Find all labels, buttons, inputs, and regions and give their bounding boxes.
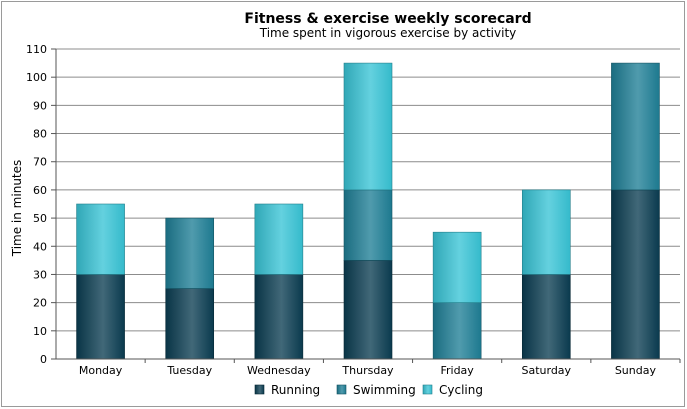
legend-swatch-running — [254, 384, 265, 395]
y-tick-labels: 0 10 20 30 40 50 60 70 80 90 100 110 — [26, 43, 56, 366]
x-tick-label: Monday — [79, 364, 123, 377]
bar-running-wednesday — [254, 274, 304, 360]
y-axis-label: Time in minutes — [10, 160, 24, 258]
bar-running-tuesday — [165, 288, 215, 360]
y-tick-label: 30 — [33, 268, 47, 281]
y-tick-label: 10 — [33, 325, 47, 338]
y-tick-label: 20 — [33, 297, 47, 310]
legend-swatch-cycling — [422, 384, 433, 395]
y-tick-label: 60 — [33, 184, 47, 197]
x-tick-label: Saturday — [521, 364, 571, 377]
y-tick-label: 100 — [26, 71, 47, 84]
x-tick-label: Tuesday — [166, 364, 212, 377]
x-tick-label: Friday — [440, 364, 474, 377]
bar-cycling-wednesday — [254, 203, 304, 275]
y-tick-label: 90 — [33, 99, 47, 112]
bar-running-saturday — [521, 274, 571, 360]
bar-running-sunday — [611, 189, 660, 360]
legend-swatch-swimming — [336, 384, 347, 395]
bar-swimming-tuesday — [165, 217, 215, 289]
y-tick-label: 50 — [33, 212, 47, 225]
x-tick-label: Sunday — [615, 364, 657, 377]
chart-title: Fitness & exercise weekly scorecard — [244, 11, 531, 27]
legend: Running Swimming Cycling — [254, 383, 483, 397]
y-tick-label: 70 — [33, 156, 47, 169]
x-tick-labels: Monday Tuesday Wednesday Thursday Friday Satu… — [79, 359, 681, 377]
bar-cycling-monday — [76, 203, 125, 275]
x-tick-label: Wednesday — [247, 364, 311, 377]
chart-subtitle: Time spent in vigorous exercise by activ… — [259, 26, 517, 40]
y-tick-label: 80 — [33, 128, 47, 141]
bar-swimming-friday — [432, 302, 482, 360]
x-tick-label: Thursday — [341, 364, 394, 377]
bar-running-monday — [76, 274, 125, 360]
bar-swimming-sunday — [611, 62, 660, 191]
y-tick-label: 0 — [40, 353, 47, 366]
legend-label-swimming: Swimming — [353, 383, 416, 397]
legend-label-running: Running — [271, 383, 320, 397]
y-tick-label: 40 — [33, 240, 47, 253]
bars — [76, 62, 660, 360]
bar-running-thursday — [343, 260, 393, 360]
bar-cycling-saturday — [521, 189, 571, 275]
y-tick-label: 110 — [26, 43, 47, 56]
legend-label-cycling: Cycling — [439, 383, 483, 397]
bar-cycling-thursday — [343, 62, 393, 191]
axes — [55, 49, 680, 360]
bar-cycling-friday — [432, 231, 482, 303]
bar-swimming-thursday — [343, 189, 393, 261]
